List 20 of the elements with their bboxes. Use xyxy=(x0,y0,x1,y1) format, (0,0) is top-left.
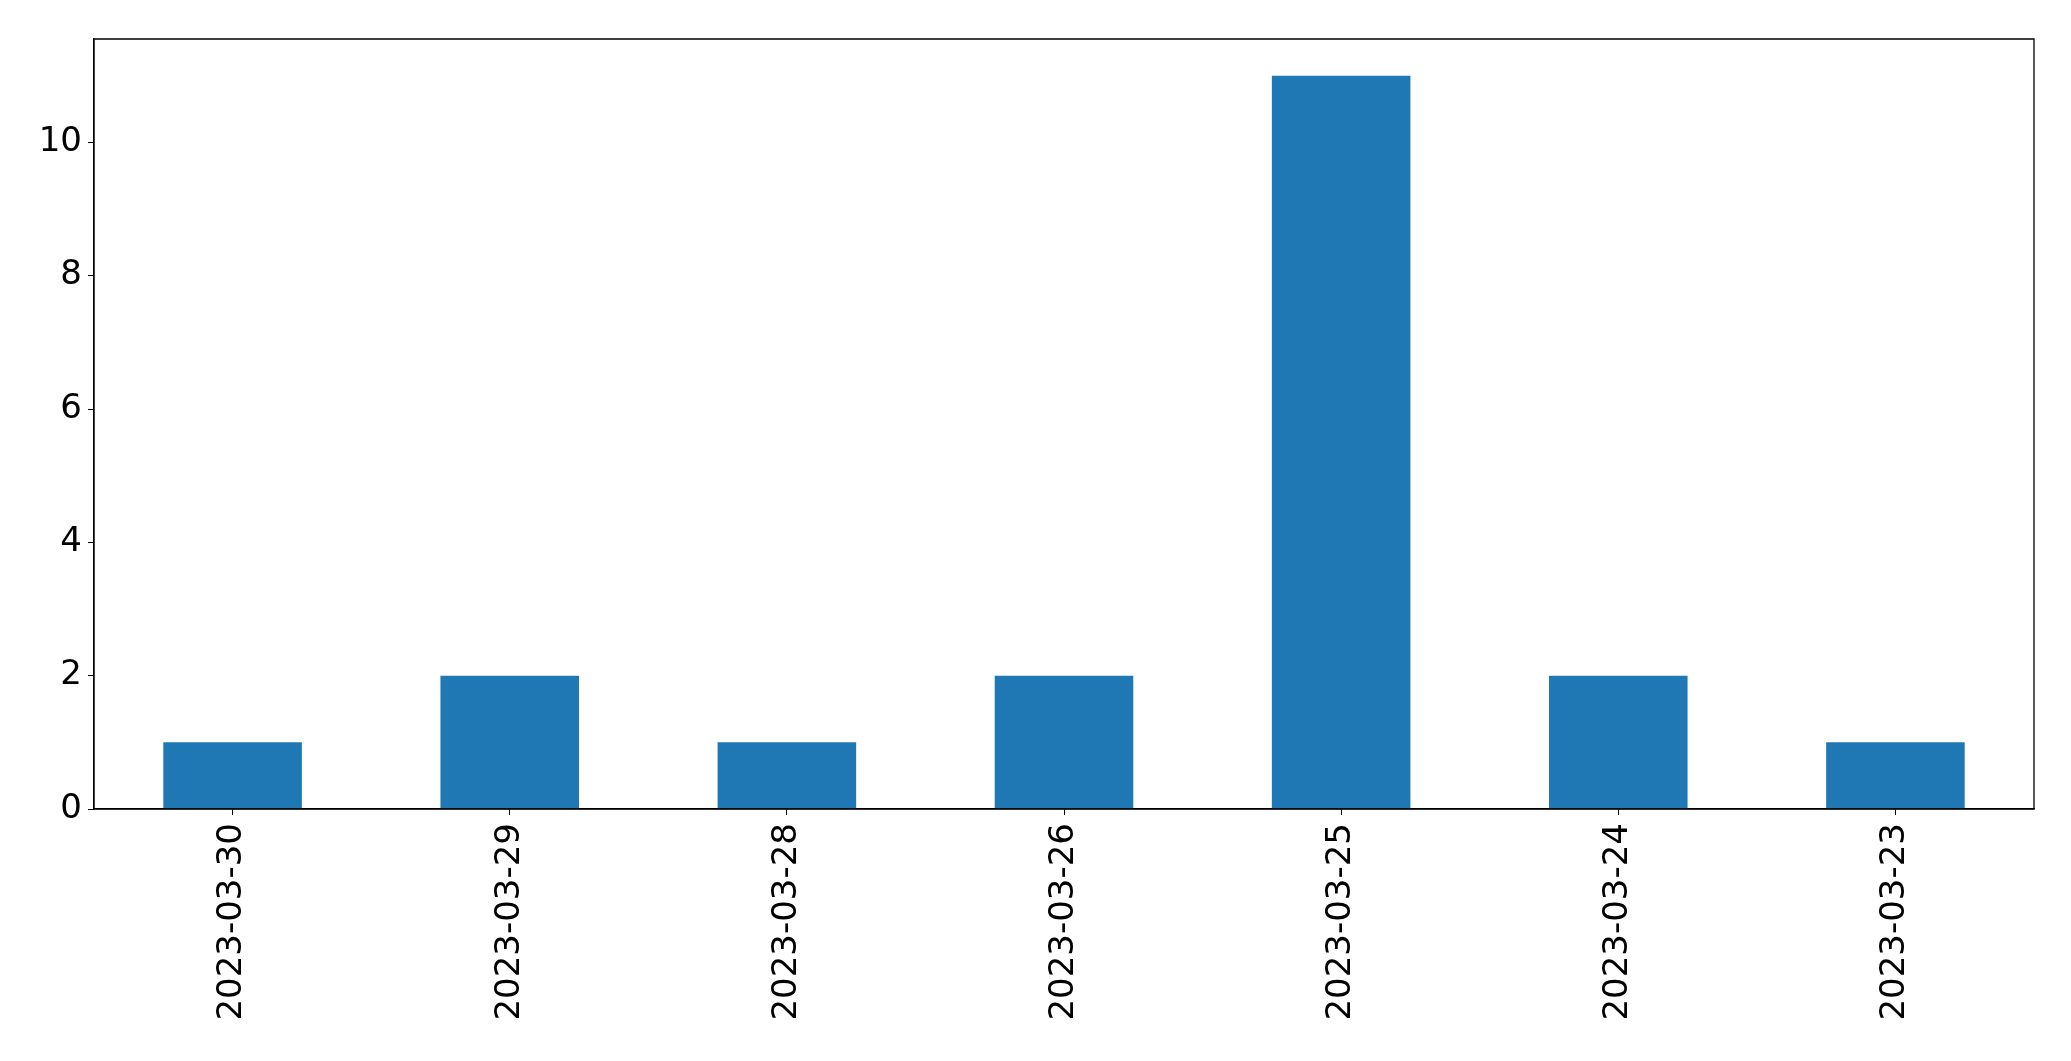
x-tick-label: 2023-03-25 xyxy=(1317,823,1358,1021)
x-tick-label: 2023-03-26 xyxy=(1040,823,1081,1021)
y-tick-label: 6 xyxy=(60,385,82,426)
y-tick-label: 8 xyxy=(60,252,82,293)
y-tick-label: 4 xyxy=(60,519,82,560)
bar xyxy=(440,675,579,809)
y-tick-label: 10 xyxy=(38,119,82,160)
x-tick-label: 2023-03-24 xyxy=(1595,823,1636,1021)
y-tick-label: 2 xyxy=(60,652,82,693)
bar xyxy=(163,742,302,809)
bar xyxy=(1549,675,1688,809)
bar xyxy=(1826,742,1965,809)
x-tick-label: 2023-03-30 xyxy=(209,823,250,1021)
x-tick-label: 2023-03-23 xyxy=(1872,823,1913,1021)
x-tick-label: 2023-03-29 xyxy=(486,823,527,1021)
bar xyxy=(717,742,857,809)
bar xyxy=(994,675,1134,809)
bar xyxy=(1271,75,1411,809)
x-tick-label: 2023-03-28 xyxy=(763,823,804,1021)
y-tick-label: 0 xyxy=(60,785,82,826)
